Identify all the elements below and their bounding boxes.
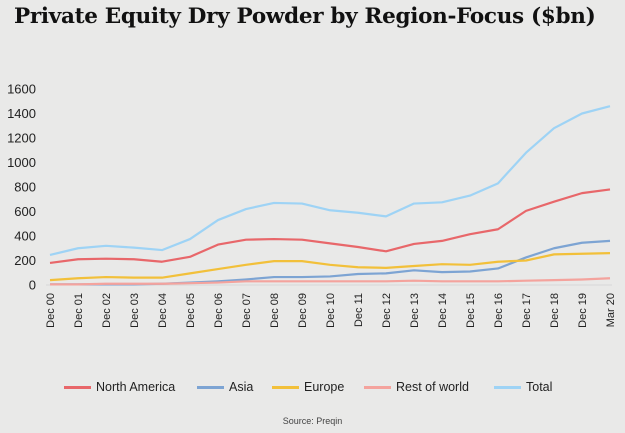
x-tick-label: Dec 07 — [241, 293, 253, 328]
legend-swatch-asia — [197, 385, 224, 389]
y-tick-label: 400 — [14, 229, 36, 244]
x-tick-label: Dec 01 — [73, 293, 85, 328]
x-tick-label: Dec 11 — [353, 293, 365, 327]
x-tick-label: Dec 14 — [437, 293, 449, 328]
legend-item-north-america: North America — [64, 380, 175, 394]
x-tick-label: Dec 00 — [45, 293, 57, 328]
legend-label-asia: Asia — [229, 380, 254, 394]
series-line-total — [49, 105, 611, 257]
series-line-north-america — [49, 188, 611, 265]
y-tick-label: 600 — [14, 204, 36, 219]
x-tick-label: Dec 16 — [493, 293, 505, 328]
x-tick-label: Dec 17 — [521, 293, 533, 328]
x-tick-label: Dec 05 — [185, 293, 197, 328]
legend-label-rest-of-world: Rest of world — [396, 380, 469, 394]
legend-label-north-america: North America — [96, 380, 176, 394]
legend-label-total: Total — [526, 380, 553, 394]
x-tick-label: Dec 15 — [465, 293, 477, 328]
source-note: Source: Preqin — [282, 416, 343, 426]
x-tick-label: Dec 03 — [129, 293, 141, 328]
x-axis-ticks: Dec 00 Dec 01 Dec 02 Dec 03 Dec 04 Dec 05 Dec … — [45, 293, 617, 328]
legend-label-europe: Europe — [304, 380, 345, 394]
y-tick-label: 0 — [29, 278, 36, 293]
y-tick-label: 1600 — [7, 82, 36, 97]
y-tick-label: 800 — [14, 180, 36, 195]
legend-swatch-north-america — [64, 385, 91, 389]
x-tick-label: Dec 02 — [101, 293, 113, 328]
x-tick-label: Dec 19 — [577, 293, 589, 328]
y-tick-label: 1400 — [7, 106, 36, 121]
x-tick-label: Dec 04 — [157, 293, 169, 328]
x-tick-label: Dec 09 — [297, 293, 309, 328]
x-tick-label: Dec 13 — [409, 293, 421, 328]
y-axis-ticks: 0 200 400 600 800 1000 1200 1400 1600 — [7, 82, 36, 293]
y-tick-label: 200 — [14, 253, 36, 268]
legend-swatch-total — [494, 385, 521, 389]
series-lines — [49, 105, 611, 286]
y-tick-label: 1000 — [7, 155, 36, 170]
x-tick-label: Mar 20 — [605, 293, 617, 327]
legend-swatch-europe — [272, 385, 299, 389]
x-tick-label: Dec 10 — [325, 293, 337, 328]
legend-swatch-rest-of-world — [364, 385, 391, 389]
legend-item-europe: Europe — [272, 380, 344, 394]
x-tick-label: Dec 06 — [213, 293, 225, 328]
y-tick-label: 1200 — [7, 131, 36, 146]
legend-item-asia: Asia — [197, 380, 253, 394]
x-tick-label: Dec 08 — [269, 293, 281, 328]
legend-item-total: Total — [494, 380, 552, 394]
x-tick-label: Dec 12 — [381, 293, 393, 328]
series-line-europe — [49, 252, 611, 282]
legend-item-rest-of-world: Rest of world — [364, 380, 469, 394]
x-tick-label: Dec 18 — [549, 293, 561, 328]
chart-title: Private Equity Dry Powder by Region-Focu… — [14, 4, 596, 29]
series-line-rest-of-world — [50, 277, 611, 286]
